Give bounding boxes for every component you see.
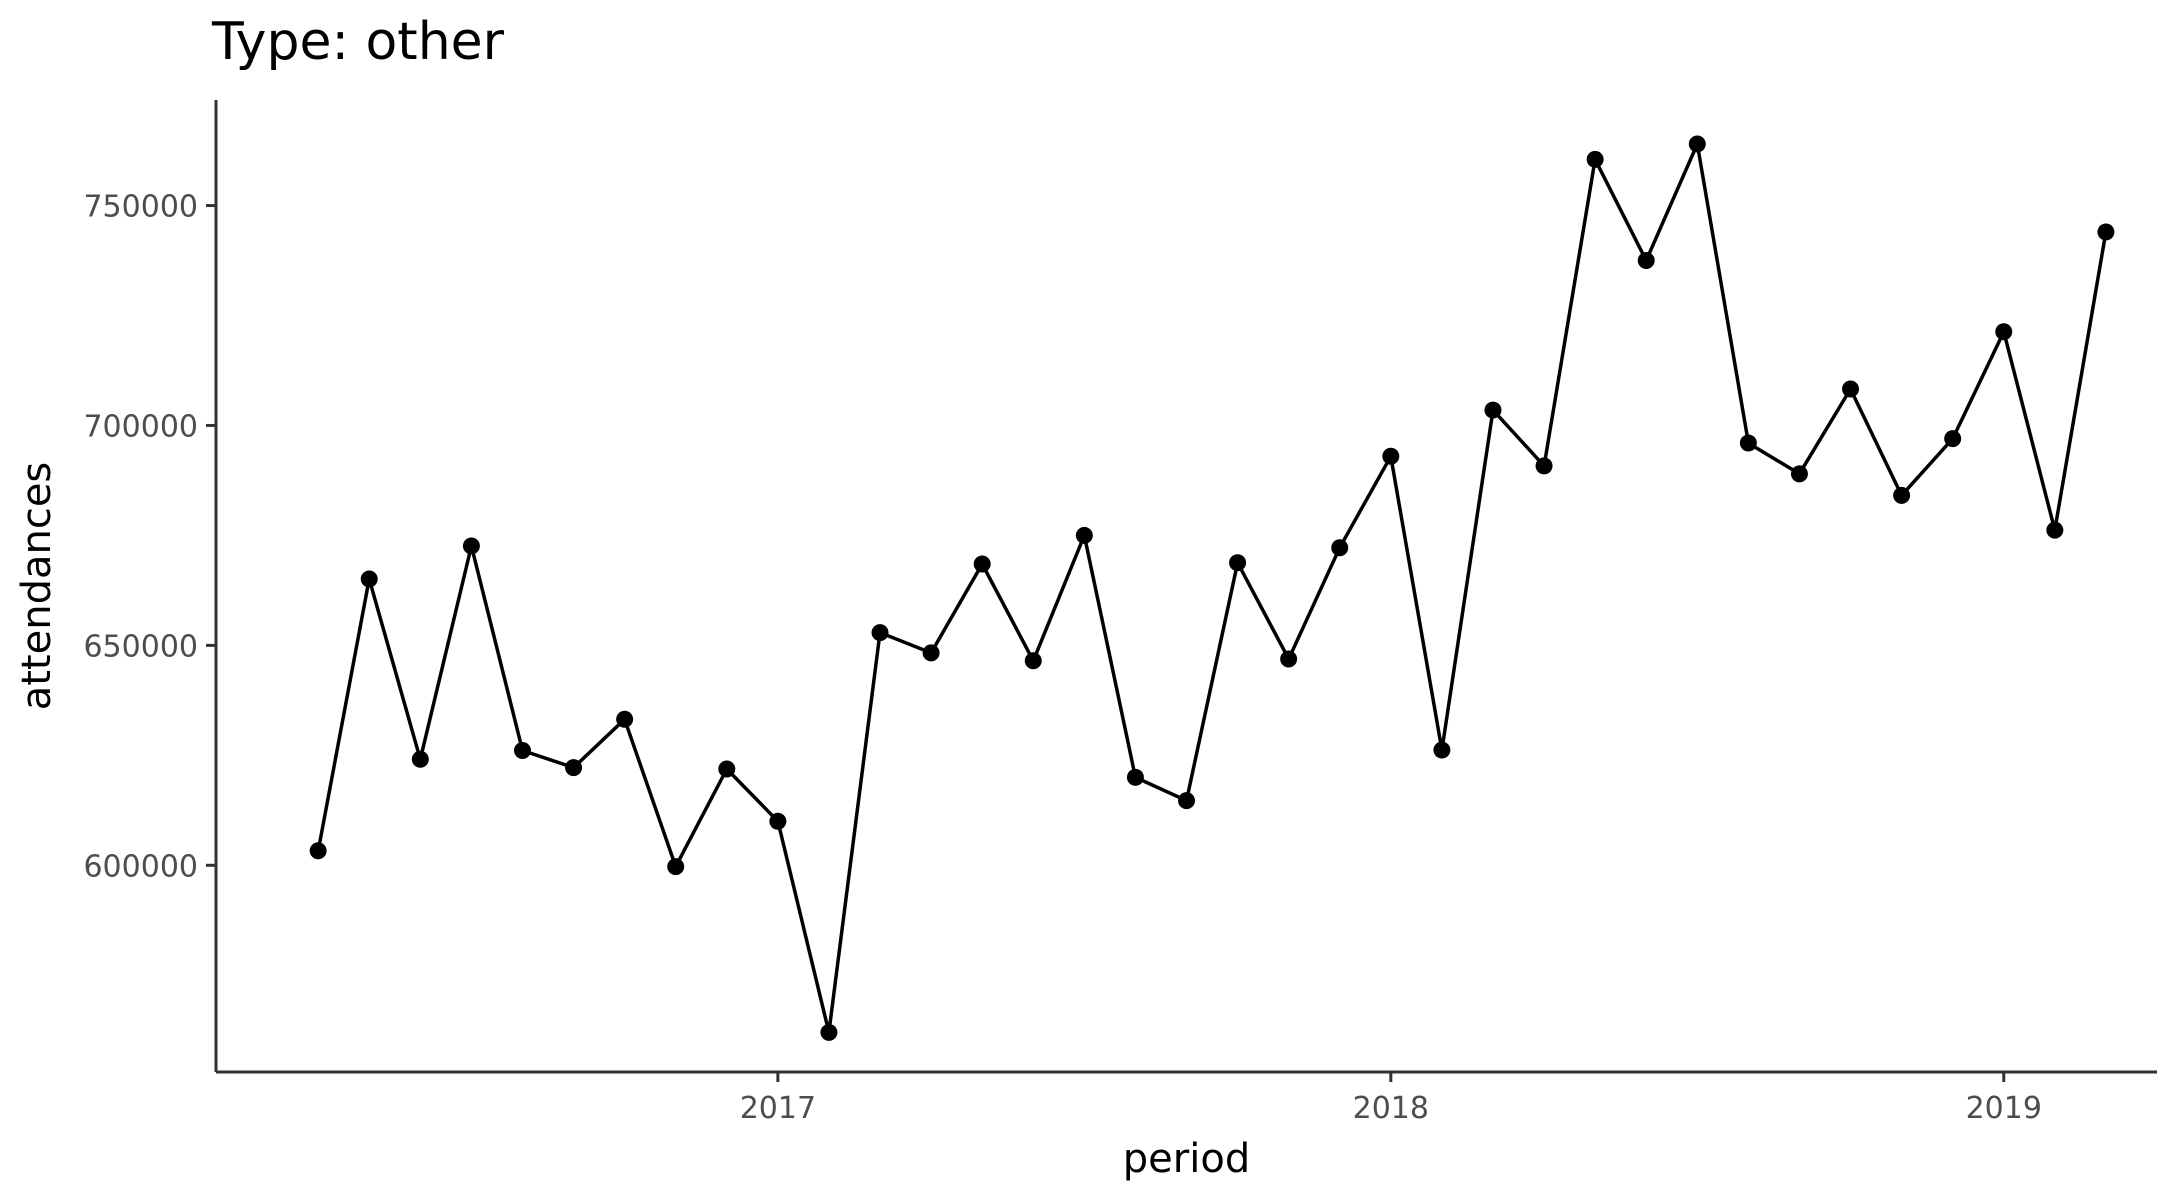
y-tick-label: 750000 — [83, 190, 198, 225]
data-point — [718, 760, 736, 778]
data-point — [2097, 223, 2115, 241]
data-point — [1688, 135, 1706, 153]
data-point — [1944, 430, 1962, 448]
data-point — [1586, 150, 1604, 168]
data-point — [1637, 252, 1655, 270]
data-point — [616, 710, 634, 728]
x-axis: 2017 2018 2019 — [216, 1070, 2157, 1126]
data-point — [360, 570, 378, 588]
data-point — [462, 537, 480, 555]
data-point — [1535, 457, 1553, 475]
data-point — [769, 812, 787, 830]
data-point — [1280, 650, 1298, 668]
data-point — [973, 555, 991, 573]
data-point — [667, 858, 685, 876]
y-tick-label: 700000 — [83, 409, 198, 444]
data-point — [1484, 401, 1502, 419]
data-point — [1126, 768, 1144, 786]
data-point — [1995, 323, 2013, 341]
x-tick-label: 2019 — [1966, 1091, 2042, 1126]
data-point — [820, 1023, 838, 1041]
y-tick-label: 650000 — [83, 629, 198, 664]
y-tick-label: 600000 — [83, 849, 198, 884]
data-point — [1075, 526, 1093, 544]
y-axis: 600000 650000 700000 750000 — [83, 100, 218, 1072]
data-point — [1024, 652, 1042, 670]
data-point — [513, 741, 531, 759]
series-group — [309, 135, 2115, 1041]
data-point — [1229, 554, 1247, 572]
data-point — [2046, 521, 2064, 539]
data-point — [871, 624, 889, 642]
chart-title: Type: other — [212, 12, 505, 72]
data-point — [1433, 741, 1451, 759]
x-tick-label: 2018 — [1353, 1091, 1429, 1126]
y-axis-title: attendances — [14, 462, 60, 711]
series-line — [316, 142, 2108, 1035]
data-point — [1178, 792, 1195, 810]
data-point — [1382, 447, 1400, 465]
data-point — [309, 842, 327, 860]
data-point — [922, 644, 940, 662]
x-axis-title: period — [1123, 1136, 1250, 1182]
x-tick-label: 2017 — [740, 1091, 816, 1126]
data-point — [411, 750, 429, 768]
data-point — [1842, 380, 1860, 398]
data-point — [565, 759, 583, 777]
data-point — [1893, 486, 1911, 504]
data-point — [1790, 465, 1808, 483]
data-point — [1331, 539, 1349, 557]
data-point — [1739, 434, 1757, 452]
